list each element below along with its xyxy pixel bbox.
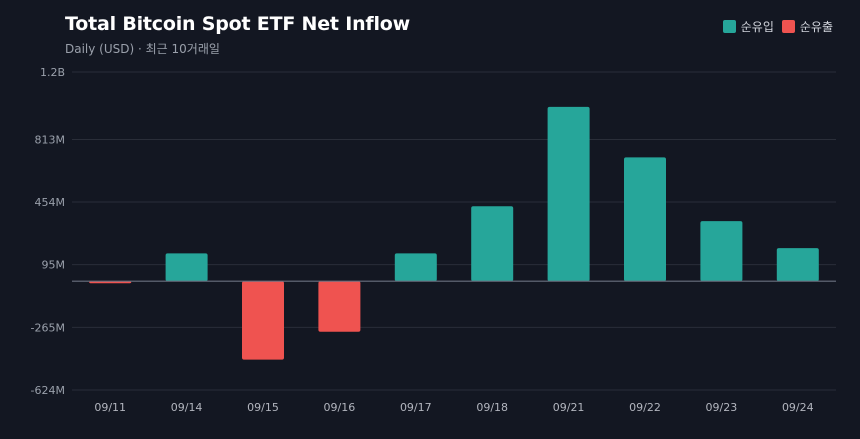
- bar-inflow[interactable]: [624, 157, 666, 282]
- x-tick-label: 09/15: [247, 401, 279, 414]
- y-tick-label: 813M: [35, 133, 66, 146]
- x-tick-label: 09/21: [553, 401, 585, 414]
- bar-inflow[interactable]: [471, 206, 514, 282]
- bar-inflow[interactable]: [165, 253, 208, 282]
- legend-item-inflow[interactable]: 순유입: [722, 18, 774, 35]
- x-tick-label: 09/16: [324, 401, 356, 414]
- bars: [89, 106, 819, 360]
- legend-swatch-inflow: [722, 20, 736, 33]
- bar-inflow[interactable]: [700, 221, 743, 282]
- x-tick-label: 09/24: [782, 401, 814, 414]
- bar-inflow[interactable]: [547, 106, 590, 282]
- bar-inflow[interactable]: [776, 248, 819, 282]
- y-tick-label: 95M: [42, 259, 66, 272]
- y-tick-label: 454M: [35, 196, 66, 209]
- y-tick-label: -624M: [31, 384, 65, 397]
- x-tick-label: 09/14: [171, 401, 203, 414]
- legend-item-outflow[interactable]: 순유출: [781, 18, 833, 35]
- chart-subtitle: Daily (USD) · 최근 10거래일: [65, 42, 220, 56]
- legend-label-inflow: 순유입: [740, 20, 774, 34]
- x-tick-label: 09/18: [476, 401, 508, 414]
- x-tick-label: 09/17: [400, 401, 432, 414]
- x-tick-label: 09/23: [706, 401, 738, 414]
- x-axis-ticks: 09/11 09/14 09/15 09/16 09/17 09/18 09/21 09/22…: [94, 401, 813, 414]
- bar-outflow[interactable]: [318, 281, 361, 332]
- x-tick-label: 09/11: [94, 401, 126, 414]
- legend-swatch-outflow: [781, 20, 795, 33]
- y-tick-label: -265M: [31, 321, 65, 334]
- x-tick-label: 09/22: [629, 401, 661, 414]
- y-tick-label: 1.2B: [40, 66, 65, 79]
- chart-title: Total Bitcoin Spot ETF Net Inflow: [65, 13, 411, 35]
- bar-outflow[interactable]: [242, 281, 284, 360]
- legend-label-outflow: 순유출: [799, 20, 833, 34]
- y-axis-ticks: 1.2B 813M 454M 95M -265M -624M: [31, 66, 65, 397]
- bar-inflow[interactable]: [394, 253, 437, 282]
- legend: 순유입 순유출: [722, 18, 833, 35]
